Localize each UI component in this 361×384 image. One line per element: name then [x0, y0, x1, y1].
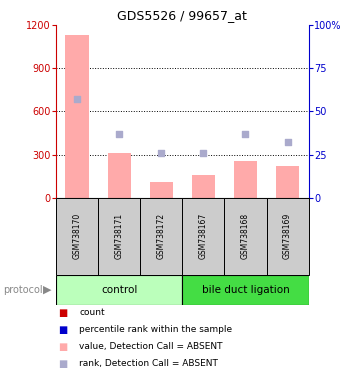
Text: count: count: [79, 308, 105, 318]
Bar: [182, 275, 309, 305]
Bar: [65, 35, 88, 198]
Text: control: control: [101, 285, 137, 295]
Text: ■: ■: [58, 342, 67, 352]
Bar: [276, 166, 299, 198]
Point: [243, 131, 248, 137]
Text: GSM738167: GSM738167: [199, 213, 208, 259]
Text: ■: ■: [58, 308, 67, 318]
Text: ■: ■: [58, 325, 67, 335]
Text: GSM738170: GSM738170: [73, 213, 82, 259]
Bar: [108, 153, 131, 198]
Text: GSM738169: GSM738169: [283, 213, 292, 259]
Bar: [234, 161, 257, 198]
Text: ■: ■: [58, 359, 67, 369]
Bar: [98, 198, 140, 275]
Point: [116, 131, 122, 137]
Point: [74, 96, 80, 103]
Point: [200, 150, 206, 156]
Bar: [266, 198, 309, 275]
Bar: [192, 175, 215, 198]
Text: GSM738168: GSM738168: [241, 213, 250, 259]
Text: value, Detection Call = ABSENT: value, Detection Call = ABSENT: [79, 342, 223, 351]
Text: GSM738171: GSM738171: [115, 213, 123, 259]
Text: GSM738172: GSM738172: [157, 213, 166, 259]
Point: [285, 139, 291, 146]
Bar: [150, 182, 173, 198]
Point: [158, 150, 164, 156]
Text: bile duct ligation: bile duct ligation: [201, 285, 290, 295]
Text: protocol: protocol: [4, 285, 43, 295]
Bar: [140, 198, 182, 275]
Text: ▶: ▶: [43, 285, 51, 295]
Text: rank, Detection Call = ABSENT: rank, Detection Call = ABSENT: [79, 359, 218, 368]
Title: GDS5526 / 99657_at: GDS5526 / 99657_at: [117, 9, 247, 22]
Bar: [56, 198, 98, 275]
Bar: [56, 275, 182, 305]
Bar: [182, 198, 225, 275]
Text: percentile rank within the sample: percentile rank within the sample: [79, 325, 232, 334]
Bar: [225, 198, 266, 275]
